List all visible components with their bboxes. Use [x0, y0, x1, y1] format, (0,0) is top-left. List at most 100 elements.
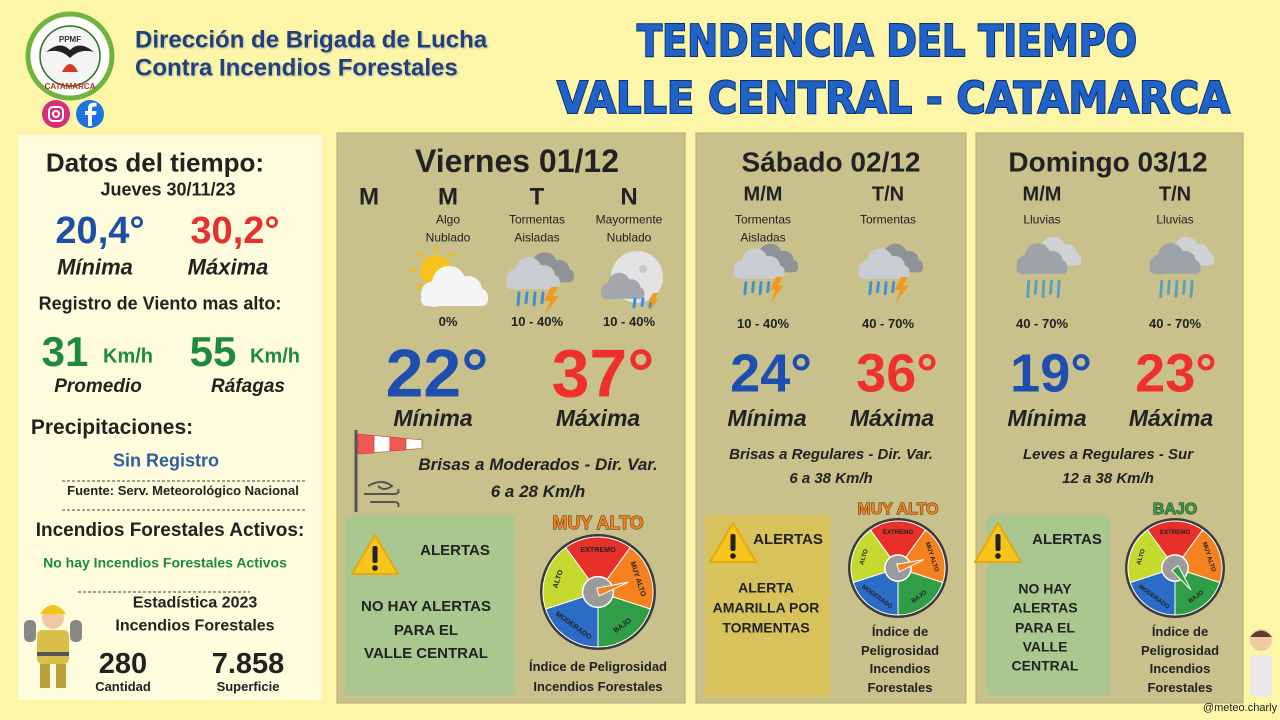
wind: Leves a Regulares - Sur [1022, 446, 1194, 464]
gauge-sector [545, 591, 599, 648]
firefighter [24, 605, 82, 688]
weather-icon [858, 243, 924, 303]
weather-icon [506, 252, 574, 314]
stat-label: Cantidad [95, 679, 151, 695]
rain [1159, 279, 1164, 298]
credit: @meteo.charly [1202, 702, 1278, 715]
sun-ray [449, 251, 456, 258]
windsock-stripe [357, 433, 375, 455]
alert-text: TORMENTAS [722, 619, 810, 636]
danger-caption: Índice de Peligrosidad [529, 659, 667, 675]
period-label: N [620, 183, 638, 211]
alert-mark [730, 553, 736, 559]
day-title: Sábado 02/12 [741, 146, 921, 178]
min-temp: 20,4° [55, 210, 145, 253]
rain-chance: 10 - 40% [736, 316, 790, 332]
alert-text: NO HAY ALERTAS [360, 598, 492, 616]
windsock [354, 430, 423, 512]
fires: No hay Incendios Forestales Activos [43, 554, 287, 571]
period-desc: Algo [435, 212, 461, 227]
period-desc: Lluvias [1156, 212, 1194, 227]
cloud [1016, 263, 1068, 274]
gauge-label: ALTO [858, 548, 870, 566]
max-temp: 23° [1135, 343, 1217, 404]
instagram-glyph [48, 106, 64, 122]
rain [868, 281, 873, 296]
cloud [858, 268, 910, 279]
rain [540, 291, 545, 305]
danger-caption: Índice de [871, 624, 929, 640]
period-label: T/N [871, 183, 905, 206]
precip: Sin Registro [112, 450, 220, 471]
period-desc: Tormentas [734, 212, 792, 227]
max-temp: 37° [551, 335, 655, 412]
gauge-needle [896, 559, 925, 573]
ff-body [37, 630, 69, 664]
rain [1041, 279, 1046, 298]
danger-caption: Forestales [1147, 680, 1213, 696]
min-temp: 19° [1010, 343, 1092, 404]
label: Máxima [555, 404, 641, 431]
wind-swirl [364, 488, 400, 495]
rain [1174, 279, 1179, 298]
min-temp: 22° [385, 335, 489, 412]
gauge-sector [852, 567, 899, 616]
stats-title: Estadística 2023 [132, 594, 258, 612]
label: Mínima [393, 404, 473, 431]
period-label: T [529, 183, 545, 211]
label: Mínima [57, 254, 133, 280]
rain [1026, 279, 1031, 298]
wind-value: 55 [189, 327, 237, 375]
sun-ray [416, 251, 423, 258]
day-title: Viernes 01/12 [414, 143, 620, 180]
windsock-stripe [373, 435, 391, 453]
wind-unit: Km/h [103, 345, 153, 368]
wind-swirl [367, 481, 394, 490]
period-desc: Mayormente [595, 212, 663, 227]
alert-mark [372, 565, 378, 571]
stat-value: 7.858 [211, 647, 285, 680]
alert-title: ALERTAS [420, 542, 490, 560]
instagram-glyph [52, 110, 60, 118]
label: Promedio [54, 376, 142, 398]
rain [1189, 279, 1194, 298]
period-label: M [438, 183, 458, 211]
label: Ráfagas [211, 376, 285, 398]
alert-text: ALERTA [738, 579, 794, 596]
ff-leg [40, 664, 50, 688]
avatar [1250, 629, 1272, 697]
alert-title: ALERTAS [1032, 531, 1102, 549]
gauge-sector [897, 567, 944, 616]
source: Fuente: Serv. Meteorológico Nacional [67, 483, 299, 499]
wind-value: 31 [41, 327, 89, 375]
period-desc: Aisladas [514, 230, 560, 245]
alert-text: ALERTAS [1012, 599, 1078, 616]
main-title: TENDENCIA DEL TIEMPO [637, 16, 1137, 67]
min-temp: 24° [730, 343, 812, 404]
rain [1049, 279, 1053, 295]
alert-text: VALLE CENTRAL [364, 645, 488, 663]
period-desc: Aisladas [740, 230, 786, 245]
stat-value: 280 [98, 647, 148, 680]
avatar-hair [1250, 630, 1272, 637]
rain [1033, 279, 1038, 295]
period-desc: Tormentas [859, 212, 917, 227]
wind: 6 a 38 Km/h [789, 470, 873, 488]
alert-text: AMARILLA POR [712, 599, 820, 616]
gauge-sector [597, 591, 651, 648]
rain [1182, 279, 1186, 295]
rain [1166, 279, 1171, 295]
period-desc: Lluvias [1023, 212, 1061, 227]
rain [532, 291, 537, 307]
day-title: Domingo 03/12 [1008, 146, 1208, 178]
period-desc: Nublado [606, 230, 652, 245]
period-desc: Tormentas [508, 212, 566, 227]
alert-mark [995, 553, 1001, 559]
period-label: M [359, 183, 379, 211]
wind: Brisas a Regulares - Dir. Var. [729, 446, 933, 464]
danger-level: MUY ALTO [857, 501, 938, 518]
cloud [1149, 263, 1201, 274]
gauge-label: ALTO [1135, 548, 1147, 566]
